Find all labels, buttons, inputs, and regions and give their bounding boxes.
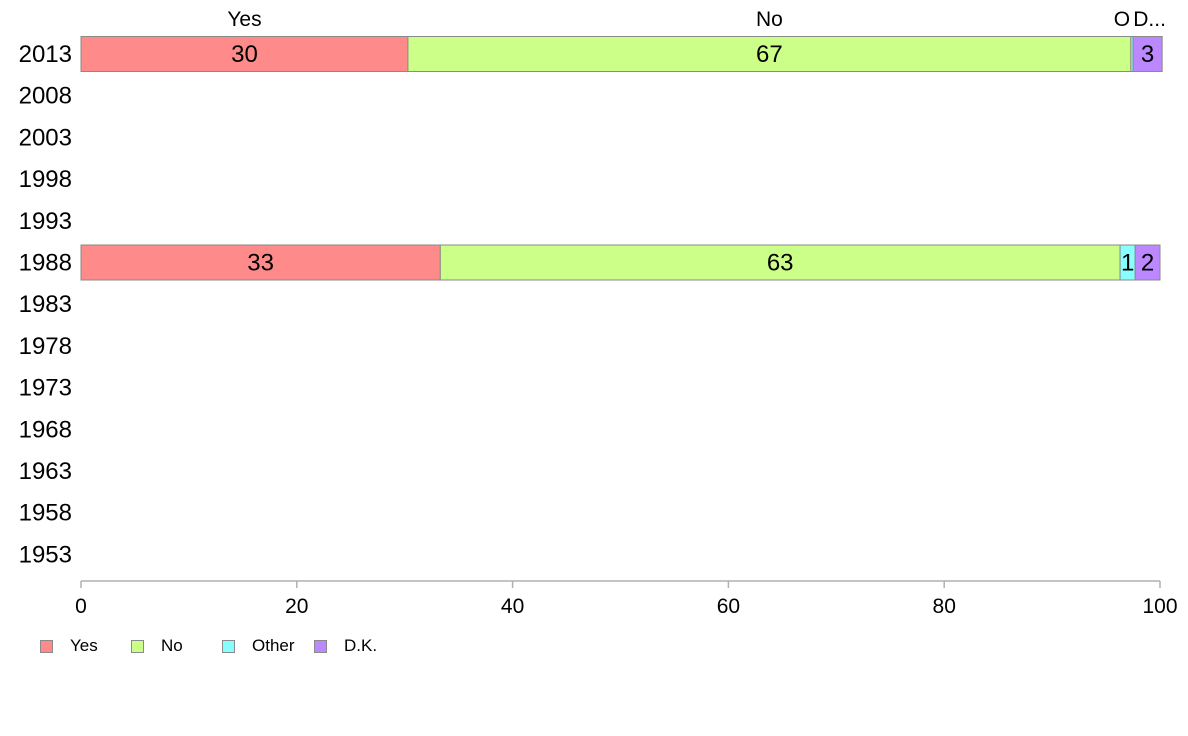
category-label-1988: 1988 [19, 250, 72, 277]
category-label-1973: 1973 [19, 375, 72, 402]
legend-label-dk: D.K. [344, 636, 378, 655]
legend-item-yes: Yes [40, 636, 131, 656]
top-label-d-k: D... [1133, 8, 1166, 31]
category-label-1993: 1993 [19, 208, 72, 235]
data-label-1988-yes: 33 [247, 250, 274, 277]
top-label-no: No [756, 8, 783, 31]
category-label-1968: 1968 [19, 416, 72, 443]
bar-1988-no [439, 244, 1121, 281]
legend-swatch-dk [314, 639, 327, 653]
data-label-2013-yes: 30 [231, 41, 258, 68]
bar-1988-d-k [1134, 244, 1161, 281]
legend-label-no: No [161, 636, 183, 655]
category-label-1963: 1963 [19, 458, 72, 485]
top-label-yes: Yes [227, 8, 261, 31]
data-label-1988-d-k: 2 [1141, 250, 1154, 277]
bar-2013-yes [80, 36, 409, 72]
data-label-2013-no: 67 [756, 41, 783, 68]
bar-2013-d-k [1132, 36, 1163, 72]
legend-swatch-other [222, 639, 235, 653]
x-tick-label-60: 60 [717, 595, 740, 618]
legend-label-other: Other [252, 636, 295, 655]
x-tick-label-0: 0 [75, 595, 87, 618]
data-label-1988-other: 1 [1121, 250, 1134, 277]
category-label-1953: 1953 [19, 541, 72, 568]
legend-item-dk: D.K. [314, 636, 377, 656]
x-tick-label-100: 100 [1142, 595, 1177, 618]
legend-item-other: Other [222, 636, 314, 656]
legend-swatch-no [131, 639, 144, 653]
category-label-2003: 2003 [19, 124, 72, 151]
x-tick-label-80: 80 [933, 595, 956, 618]
category-label-1978: 1978 [19, 333, 72, 360]
category-label-2013: 2013 [19, 41, 72, 68]
legend-swatch-yes [40, 639, 53, 653]
bar-2013-no [407, 36, 1132, 72]
x-tick-label-40: 40 [501, 595, 524, 618]
category-label-2008: 2008 [19, 83, 72, 110]
legend: Yes No Other D.K. [40, 636, 377, 656]
legend-item-no: No [131, 636, 222, 656]
x-tick-label-20: 20 [285, 595, 308, 618]
category-label-1998: 1998 [19, 166, 72, 193]
legend-label-yes: Yes [70, 636, 98, 655]
category-label-1983: 1983 [19, 291, 72, 318]
top-label-other: O [1114, 8, 1130, 31]
category-label-1958: 1958 [19, 500, 72, 527]
data-label-1988-no: 63 [767, 250, 794, 277]
data-label-2013-d-k: 3 [1141, 41, 1154, 68]
